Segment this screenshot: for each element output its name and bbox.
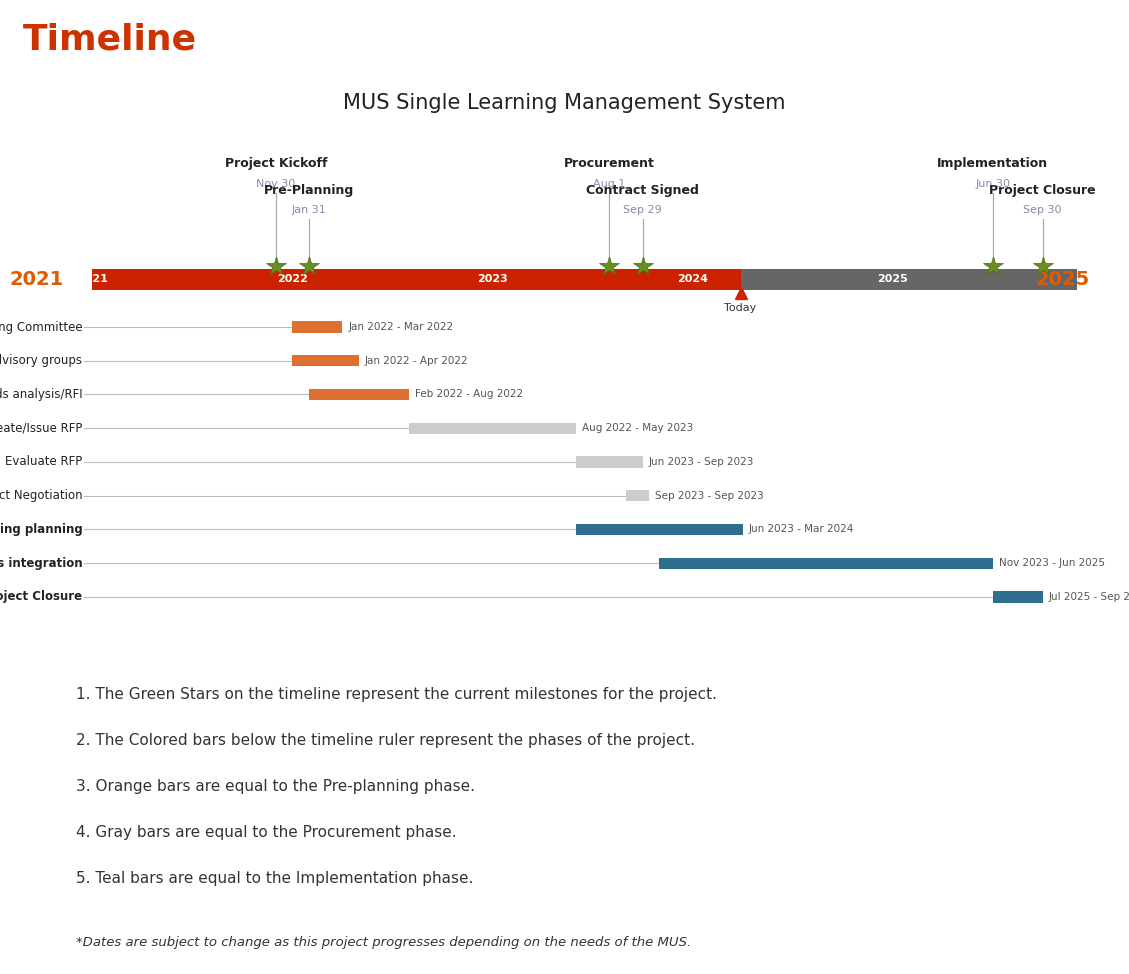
- Text: Award RFP/Contract Negotiation: Award RFP/Contract Negotiation: [0, 489, 82, 503]
- Text: 2024: 2024: [677, 275, 708, 284]
- FancyBboxPatch shape: [93, 269, 741, 289]
- Text: Transition and training planning: Transition and training planning: [0, 523, 82, 536]
- Text: 2021: 2021: [9, 270, 63, 288]
- Text: MUS Single Learning Management System: MUS Single Learning Management System: [343, 93, 786, 113]
- FancyBboxPatch shape: [409, 423, 576, 433]
- FancyBboxPatch shape: [992, 591, 1043, 603]
- Text: Sep 2023 - Sep 2023: Sep 2023 - Sep 2023: [655, 491, 763, 501]
- FancyBboxPatch shape: [625, 490, 648, 502]
- FancyBboxPatch shape: [576, 457, 642, 468]
- Text: Perform needs analysis/RFI: Perform needs analysis/RFI: [0, 388, 82, 401]
- Text: Pre-Planning: Pre-Planning: [264, 183, 355, 197]
- Text: Create/Issue RFP: Create/Issue RFP: [0, 422, 82, 434]
- Text: Form advisory groups: Form advisory groups: [0, 355, 82, 367]
- Text: 2025: 2025: [877, 275, 908, 284]
- Text: Evaluate RFP: Evaluate RFP: [5, 456, 82, 468]
- Text: 3. Orange bars are equal to the Pre-planning phase.: 3. Orange bars are equal to the Pre-plan…: [77, 779, 475, 794]
- Text: Sep 30: Sep 30: [1024, 206, 1062, 215]
- Text: Project Closure: Project Closure: [989, 183, 1096, 197]
- FancyBboxPatch shape: [292, 356, 359, 366]
- Text: 2022: 2022: [277, 275, 308, 284]
- FancyBboxPatch shape: [576, 524, 743, 535]
- Text: *Dates are subject to change as this project progresses depending on the needs o: *Dates are subject to change as this pro…: [77, 936, 692, 950]
- Text: Implementation: Implementation: [937, 158, 1049, 170]
- Text: Today: Today: [725, 303, 756, 313]
- FancyBboxPatch shape: [93, 269, 1077, 289]
- Text: Sep 29: Sep 29: [623, 206, 662, 215]
- Text: Jun 30: Jun 30: [975, 179, 1010, 189]
- Text: Aug 2022 - May 2023: Aug 2022 - May 2023: [581, 424, 693, 433]
- Text: 4. Gray bars are equal to the Procurement phase.: 4. Gray bars are equal to the Procuremen…: [77, 825, 457, 840]
- Text: Contract Signed: Contract Signed: [586, 183, 699, 197]
- Text: Establish Steering Committee: Establish Steering Committee: [0, 320, 82, 333]
- Text: Jun 2023 - Mar 2024: Jun 2023 - Mar 2024: [749, 524, 854, 535]
- Text: Project Closure: Project Closure: [0, 590, 82, 604]
- Text: Nov 30: Nov 30: [256, 179, 296, 189]
- Text: Jan 31: Jan 31: [291, 206, 326, 215]
- Text: Aug 1: Aug 1: [593, 179, 625, 189]
- Text: 2023: 2023: [478, 275, 508, 284]
- Text: 2025: 2025: [1035, 270, 1089, 288]
- Text: 2. The Colored bars below the timeline ruler represent the phases of the project: 2. The Colored bars below the timeline r…: [77, 732, 695, 748]
- Text: Jul 2025 - Sep 2025: Jul 2025 - Sep 2025: [1049, 592, 1129, 602]
- FancyBboxPatch shape: [659, 557, 992, 569]
- Text: 5. Teal bars are equal to the Implementation phase.: 5. Teal bars are equal to the Implementa…: [77, 871, 474, 886]
- Text: Phased campus integration: Phased campus integration: [0, 557, 82, 570]
- FancyBboxPatch shape: [292, 321, 342, 333]
- Text: Jan 2022 - Apr 2022: Jan 2022 - Apr 2022: [365, 356, 469, 366]
- Text: 2021: 2021: [77, 275, 107, 284]
- Text: Project Kickoff: Project Kickoff: [225, 158, 327, 170]
- Text: Feb 2022 - Aug 2022: Feb 2022 - Aug 2022: [415, 390, 523, 399]
- Text: 1. The Green Stars on the timeline represent the current milestones for the proj: 1. The Green Stars on the timeline repre…: [77, 687, 718, 702]
- Text: Jan 2022 - Mar 2022: Jan 2022 - Mar 2022: [349, 322, 454, 332]
- Text: Procurement: Procurement: [563, 158, 655, 170]
- Text: Timeline: Timeline: [23, 22, 196, 56]
- Text: Jun 2023 - Sep 2023: Jun 2023 - Sep 2023: [648, 457, 754, 467]
- FancyBboxPatch shape: [309, 389, 409, 400]
- Text: Nov 2023 - Jun 2025: Nov 2023 - Jun 2025: [999, 558, 1104, 568]
